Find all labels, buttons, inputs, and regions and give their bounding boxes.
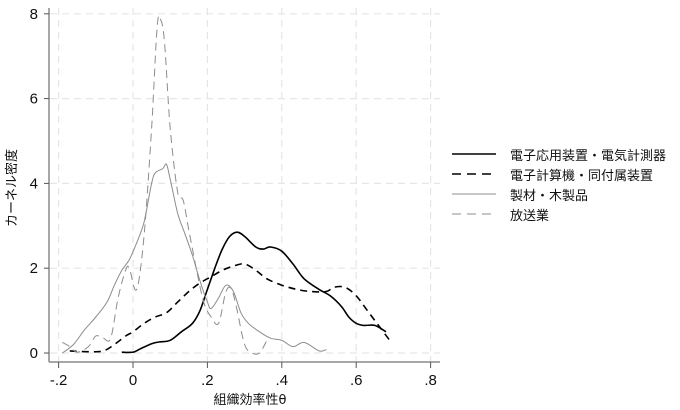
y-tick-label: 8 xyxy=(30,6,38,23)
x-tick-label: .6 xyxy=(350,372,363,389)
y-tick-label: 4 xyxy=(30,175,38,192)
density-curve-3 xyxy=(62,163,327,354)
density-curve-1 xyxy=(121,231,387,354)
y-tick-label: 2 xyxy=(30,260,38,277)
legend-label: 製材・木製品 xyxy=(510,188,589,204)
x-tick-label: 0 xyxy=(129,372,137,389)
legend: 電子応用装置・電気計測器 電子計算機・同付属装置 製材・木製品 放送業 xyxy=(452,144,666,224)
density-curves xyxy=(62,15,391,355)
legend-item: 電子応用装置・電気計測器 xyxy=(452,144,666,164)
legend-item: 放送業 xyxy=(452,204,666,224)
density-curve-4 xyxy=(62,15,268,355)
x-tick-label: -.2 xyxy=(50,372,68,389)
legend-label: 電子計算機・同付属装置 xyxy=(510,168,654,184)
y-tick-label: 6 xyxy=(30,91,38,108)
y-tick-label: 0 xyxy=(30,345,38,362)
x-tick-label: .8 xyxy=(424,372,437,389)
legend-line-swatch-icon xyxy=(452,169,496,179)
grid-lines xyxy=(50,8,440,361)
legend-label: 電子応用装置・電気計測器 xyxy=(510,148,667,164)
legend-label: 放送業 xyxy=(510,208,550,224)
x-tick-label: .2 xyxy=(201,372,214,389)
y-axis-ticks: 0 2 4 6 8 xyxy=(30,6,49,362)
legend-line-swatch-icon xyxy=(452,149,496,159)
x-axis-title: 組織効率性θ xyxy=(214,392,287,408)
legend-item: 電子計算機・同付属装置 xyxy=(452,164,666,184)
x-tick-label: .4 xyxy=(276,372,289,389)
legend-line-swatch-icon xyxy=(452,189,496,199)
x-axis-ticks: -.2 0 .2 .4 .6 .8 xyxy=(50,362,437,389)
y-axis-title: カーネル密度 xyxy=(4,149,20,227)
legend-item: 製材・木製品 xyxy=(452,184,666,204)
density-curve-2 xyxy=(69,263,391,353)
legend-line-swatch-icon xyxy=(452,209,496,219)
